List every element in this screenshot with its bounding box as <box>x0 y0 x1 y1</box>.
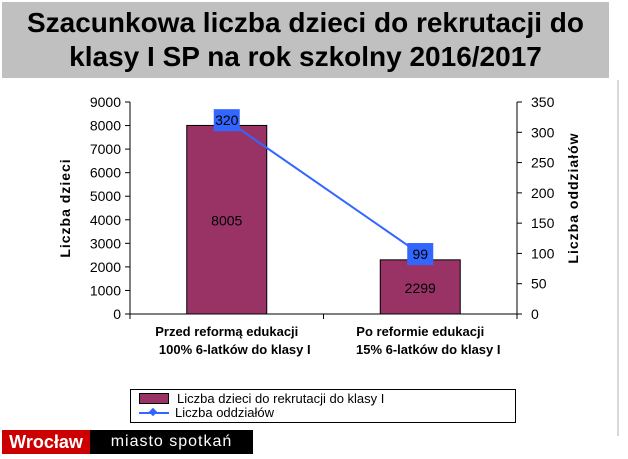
bar-data-label: 2299 <box>405 280 436 296</box>
bar-data-label: 8005 <box>211 213 242 229</box>
y-tick-label-right: 300 <box>531 124 555 140</box>
line-data-label-box <box>407 243 434 266</box>
chart-title-line-2: klasy I SP na rok szkolny 2016/2017 <box>69 41 542 72</box>
line-data-label: 99 <box>412 246 428 262</box>
x-category-label: Po reformie edukacji <box>356 324 484 339</box>
y-tick-label-left: 4000 <box>90 212 121 228</box>
y-tick-label-left: 3000 <box>90 235 121 251</box>
y-tick-label-left: 0 <box>113 306 121 322</box>
logo-slogan: miasto spotkań <box>90 430 253 454</box>
y-tick-label-left: 6000 <box>90 165 121 181</box>
logo-wroclaw: Wrocław <box>2 430 90 454</box>
y-axis-title: Liczba dzieci <box>57 158 73 257</box>
line-data-label-box <box>213 109 240 132</box>
line-data-label: 320 <box>215 112 239 128</box>
legend-item-bar: Liczba dzieci do rekrutacji do klasy I <box>139 391 384 406</box>
y-tick-label-right: 200 <box>531 185 555 201</box>
y-tick-label-right: 0 <box>531 306 539 322</box>
y-tick-label-left: 9000 <box>90 94 121 110</box>
y-tick-label-right: 50 <box>531 276 547 292</box>
y-tick-label-right: 350 <box>531 94 555 110</box>
y-tick-label-left: 1000 <box>90 282 121 298</box>
y-tick-label-right: 100 <box>531 245 555 261</box>
title-bar: Szacunkowa liczba dzieci do rekrutacji d… <box>2 2 609 78</box>
y2-axis-title: Liczba oddziałów <box>565 132 581 263</box>
x-category-label: Przed reformą edukacji <box>155 324 298 339</box>
y-tick-label-left: 7000 <box>90 141 121 157</box>
legend-line-marker-icon <box>139 408 169 418</box>
frame-divider <box>617 80 619 436</box>
chart-title-line-1: Szacunkowa liczba dzieci do rekrutacji d… <box>26 7 585 38</box>
line-series <box>226 119 421 255</box>
y-tick-label-left: 5000 <box>90 188 121 204</box>
legend-bar-swatch <box>139 393 169 404</box>
legend-bar-label: Liczba dzieci do rekrutacji do klasy I <box>177 391 385 406</box>
legend: Liczba dzieci do rekrutacji do klasy I L… <box>130 389 516 423</box>
y-tick-label-right: 150 <box>531 215 555 231</box>
combo-chart: 0 1000 2000 3000 4000 5000 6000 7000 8000 9000 0 50… <box>57 94 581 357</box>
y-tick-label-left: 2000 <box>90 259 121 275</box>
x-category-label: 15% 6-latków do klasy I <box>356 342 501 357</box>
x-category-label: 100% 6-latków do klasy I <box>159 342 311 357</box>
legend-line-label: Liczba oddziałów <box>175 405 275 420</box>
y-tick-label-left: 8000 <box>90 118 121 134</box>
y-tick-label-right: 250 <box>531 155 555 171</box>
legend-item-line: Liczba oddziałów <box>139 405 274 420</box>
